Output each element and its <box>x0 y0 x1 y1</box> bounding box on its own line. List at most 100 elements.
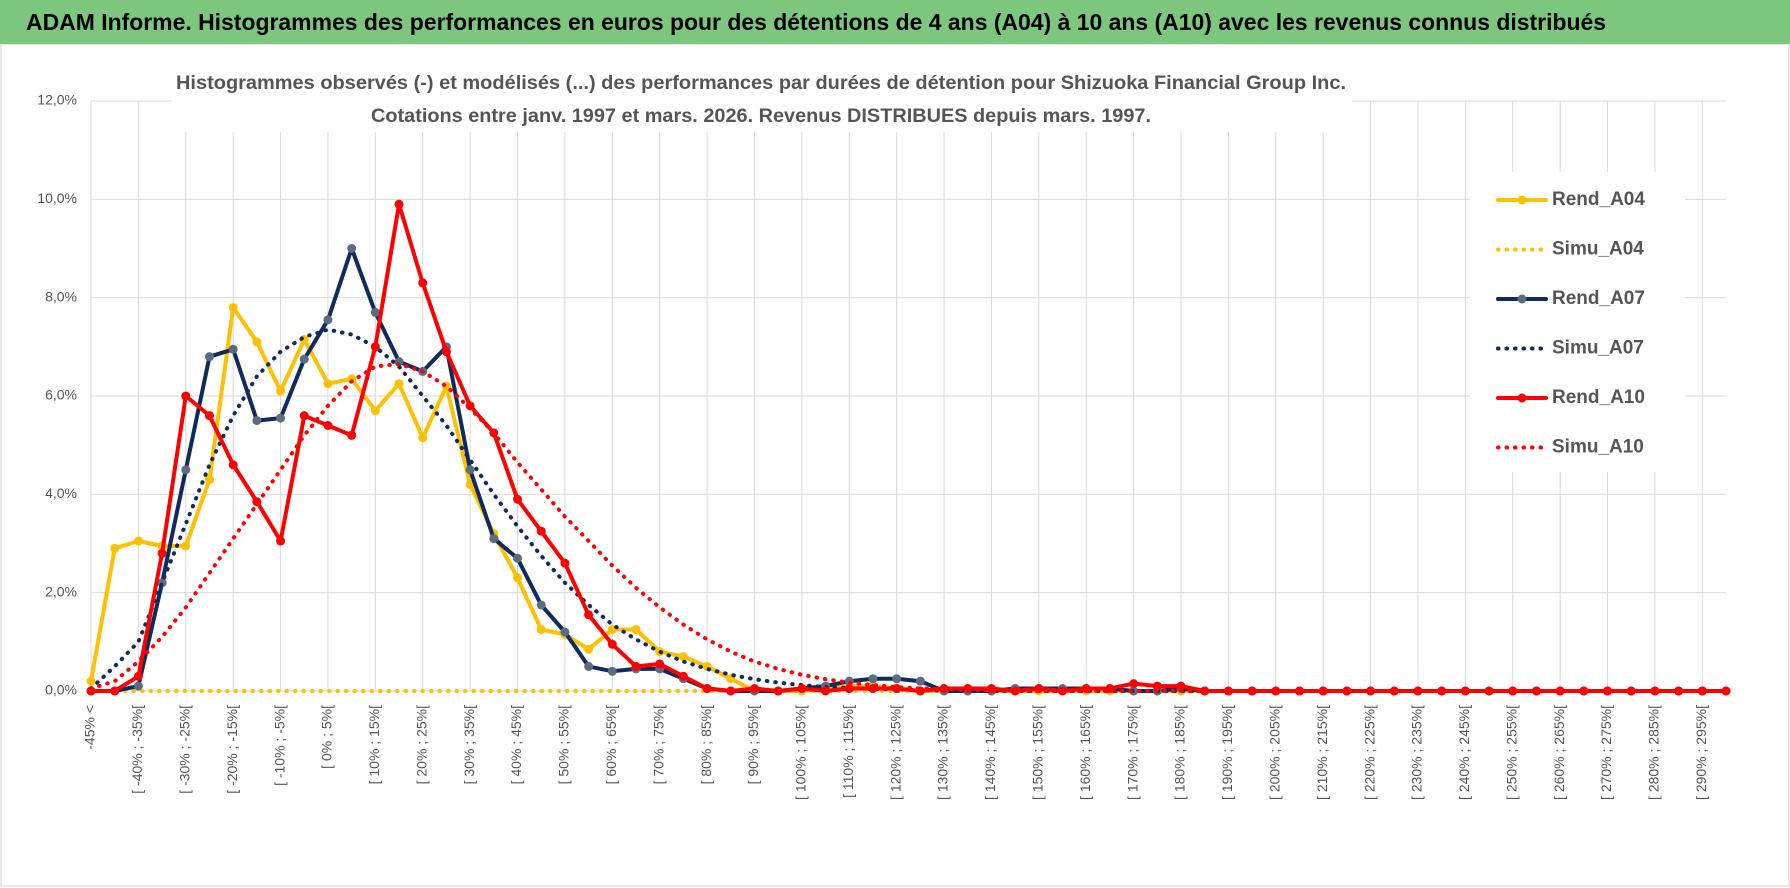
point <box>228 460 238 470</box>
y-tick-label: 8,0% <box>45 288 77 304</box>
point <box>821 686 831 696</box>
x-tick-label: [ 290% ; 295%[ <box>1693 705 1709 800</box>
point <box>394 379 404 389</box>
point <box>560 558 570 568</box>
point <box>773 686 783 696</box>
x-tick-label: [ 260% ; 265%[ <box>1551 705 1567 800</box>
point <box>1674 686 1684 696</box>
point <box>181 541 191 551</box>
chart-title: Histogrammes observés (-) et modélisés (… <box>176 73 1346 94</box>
point <box>347 374 357 384</box>
point <box>607 666 617 676</box>
point <box>536 526 546 536</box>
legend-label: Simu_A07 <box>1552 338 1644 359</box>
point <box>513 553 523 563</box>
point <box>678 671 688 681</box>
y-tick-label: 10,0% <box>37 190 77 206</box>
point <box>228 344 238 354</box>
point <box>370 406 380 416</box>
point <box>299 411 309 421</box>
point <box>276 413 286 423</box>
chart-subtitle: Cotations entre janv. 1997 et mars. 2026… <box>371 106 1151 127</box>
x-tick-label: [ 190% ; 195%[ <box>1219 705 1235 800</box>
point <box>678 652 688 662</box>
point <box>1342 686 1352 696</box>
point <box>276 536 286 546</box>
y-tick-label: 6,0% <box>45 387 77 403</box>
header-bar <box>0 0 1790 44</box>
point <box>370 307 380 317</box>
point <box>133 536 143 546</box>
point <box>252 416 262 426</box>
x-tick-label: [ 250% ; 255%[ <box>1503 705 1519 800</box>
x-tick-label: [ 140% ; 145%[ <box>982 705 998 800</box>
x-tick-label: [ -40% ; -35%[ <box>129 705 145 794</box>
x-tick-label: [ 180% ; 185%[ <box>1172 705 1188 800</box>
point <box>513 573 523 583</box>
point <box>702 684 712 694</box>
series-line <box>89 362 1728 693</box>
header-title: ADAM Informe. Histogrammes des performan… <box>26 9 1606 35</box>
x-tick-label: [ 280% ; 285%[ <box>1646 705 1662 800</box>
point <box>1200 686 1210 696</box>
point <box>465 465 475 475</box>
point <box>204 352 214 362</box>
point <box>157 548 167 558</box>
point <box>844 684 854 694</box>
y-tick-label: 4,0% <box>45 485 77 501</box>
point <box>536 600 546 610</box>
point <box>86 676 96 686</box>
point <box>323 379 333 389</box>
point <box>418 278 428 288</box>
point <box>1223 686 1233 696</box>
point <box>1247 686 1257 696</box>
point <box>607 639 617 649</box>
point <box>204 475 214 485</box>
point <box>1579 686 1589 696</box>
x-tick-label: [ 30% ; 35%[ <box>461 705 477 784</box>
legend-background <box>1470 172 1685 472</box>
point <box>347 430 357 440</box>
point <box>181 465 191 475</box>
point <box>441 347 451 357</box>
x-tick-label: [ 210% ; 215%[ <box>1314 705 1330 800</box>
legend-marker <box>1517 393 1527 403</box>
x-tick-label: [ 160% ; 165%[ <box>1077 705 1093 800</box>
x-tick-label: [ 0% ; 5%[ <box>319 705 335 769</box>
x-tick-label: [ 230% ; 235%[ <box>1409 705 1425 800</box>
x-tick-label: [ 130% ; 135%[ <box>935 705 951 800</box>
point <box>584 644 594 654</box>
point <box>489 534 499 544</box>
x-tick-label: [ 200% ; 205%[ <box>1266 705 1282 800</box>
legend-marker <box>1517 195 1527 205</box>
point <box>1650 686 1660 696</box>
point <box>1129 679 1139 689</box>
point <box>797 684 807 694</box>
point <box>228 303 238 312</box>
title-background <box>172 66 1352 132</box>
point <box>299 354 309 364</box>
point <box>1460 686 1470 696</box>
point <box>584 610 594 620</box>
legend-label: Simu_A04 <box>1552 239 1644 260</box>
legend-label: Rend_A04 <box>1552 189 1645 210</box>
x-tick-label: [ 50% ; 55%[ <box>556 705 572 784</box>
point <box>560 627 570 637</box>
point <box>1555 686 1565 696</box>
x-tick-label: [ 240% ; 245%[ <box>1456 705 1472 800</box>
plot: 0,0% 2,0% 4,0% 6,0% 8,0% 10,0% 12,0% -45% < [ -4… <box>37 92 1731 800</box>
point <box>370 342 380 352</box>
x-tick-label: [ 10% ; 15%[ <box>366 705 382 784</box>
point <box>536 625 546 635</box>
point <box>915 676 925 686</box>
point <box>133 671 143 681</box>
x-tick-label: [ -30% ; -25%[ <box>176 705 192 794</box>
point <box>204 411 214 421</box>
point <box>133 681 143 691</box>
point <box>347 244 357 253</box>
point <box>513 494 523 504</box>
x-tick-label: [ 270% ; 275%[ <box>1598 705 1614 800</box>
x-tick-label: [ 40% ; 45%[ <box>508 705 524 784</box>
point <box>655 659 665 669</box>
y-tick-label: 12,0% <box>37 92 77 108</box>
